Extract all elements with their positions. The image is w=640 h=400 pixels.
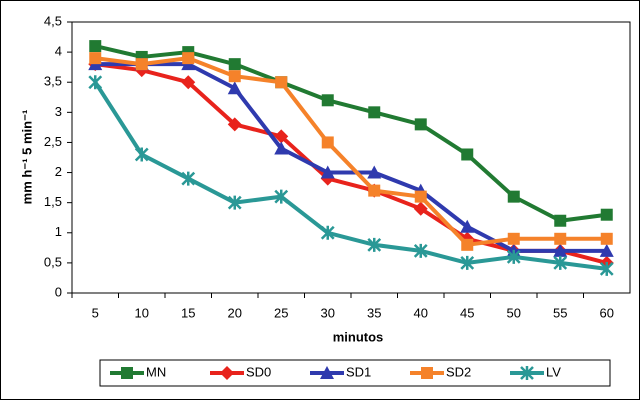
- data-point: [414, 190, 427, 203]
- data-point: [554, 232, 567, 245]
- x-tick-label: 45: [460, 305, 474, 320]
- legend-marker: [121, 367, 133, 379]
- data-point: [321, 94, 334, 107]
- y-axis-title: mm h⁻¹ 5 min⁻¹: [19, 110, 34, 205]
- y-tick-label: 1: [55, 224, 62, 239]
- data-point: [554, 214, 567, 227]
- y-tick-label: 2: [55, 164, 62, 179]
- data-point: [460, 255, 475, 270]
- data-point: [274, 141, 289, 155]
- data-point: [181, 75, 196, 90]
- legend-marker: [421, 367, 433, 379]
- x-tick-label: 60: [600, 305, 614, 320]
- legend-label: MN: [146, 364, 166, 379]
- x-tick-label: 15: [181, 305, 195, 320]
- x-axis-title: minutos: [333, 329, 384, 344]
- y-tick-label: 3,5: [44, 74, 62, 89]
- y-tick-label: 3: [55, 104, 62, 119]
- data-point: [135, 58, 148, 71]
- legend-marker: [520, 366, 534, 380]
- data-point: [228, 70, 241, 83]
- x-tick-label: 50: [507, 305, 521, 320]
- data-point: [89, 52, 102, 65]
- series-line: [94, 56, 607, 247]
- y-tick-label: 4,5: [44, 13, 62, 28]
- series-line: [95, 62, 607, 253]
- legend-label: SD1: [346, 364, 371, 379]
- data-point: [553, 243, 568, 257]
- data-point: [414, 118, 427, 131]
- y-tick-label: 1,5: [44, 194, 62, 209]
- data-point: [413, 243, 428, 258]
- data-point: [274, 129, 289, 144]
- y-tick-label: 4: [55, 44, 62, 59]
- data-point: [368, 184, 381, 197]
- data-point: [320, 165, 335, 179]
- data-point: [600, 208, 613, 221]
- data-point: [599, 261, 614, 276]
- x-tick-label: 40: [414, 305, 428, 320]
- series-line: [94, 44, 608, 223]
- data-point: [88, 75, 103, 90]
- data-point: [227, 195, 242, 210]
- x-tick-label: 35: [367, 305, 381, 320]
- data-point: [89, 40, 102, 53]
- data-point: [181, 171, 196, 186]
- x-tick-label: 5: [92, 305, 99, 320]
- data-point: [367, 237, 382, 252]
- data-point: [461, 148, 474, 161]
- y-tick-label: 2,5: [44, 134, 62, 149]
- data-point: [182, 52, 195, 65]
- data-point: [320, 225, 335, 240]
- data-point: [228, 58, 241, 71]
- legend-marker: [220, 366, 234, 380]
- y-tick-label: 0,5: [44, 254, 62, 269]
- data-point: [599, 243, 614, 257]
- x-tick-label: 10: [135, 305, 149, 320]
- legend-marker: [320, 366, 334, 379]
- legend-label: LV: [546, 364, 561, 379]
- data-point: [275, 76, 288, 89]
- data-point: [413, 201, 428, 216]
- x-tick-label: 55: [553, 305, 567, 320]
- data-point: [506, 249, 521, 264]
- legend-label: SD2: [446, 364, 471, 379]
- data-point: [553, 255, 568, 270]
- data-point: [460, 219, 475, 233]
- legend-label: SD0: [246, 364, 271, 379]
- data-point: [507, 190, 520, 203]
- data-point: [321, 136, 334, 149]
- data-point: [274, 189, 289, 204]
- data-point: [507, 232, 520, 245]
- x-tick-label: 20: [228, 305, 242, 320]
- x-tick-label: 25: [274, 305, 288, 320]
- data-point: [367, 165, 382, 179]
- y-tick-label: 0: [55, 284, 62, 299]
- x-tick-label: 30: [321, 305, 335, 320]
- data-point: [461, 238, 474, 251]
- data-point: [600, 232, 613, 245]
- data-point: [134, 147, 149, 162]
- data-point: [227, 117, 242, 132]
- data-point: [368, 106, 381, 119]
- data-point: [227, 81, 242, 95]
- series-line: [93, 81, 608, 271]
